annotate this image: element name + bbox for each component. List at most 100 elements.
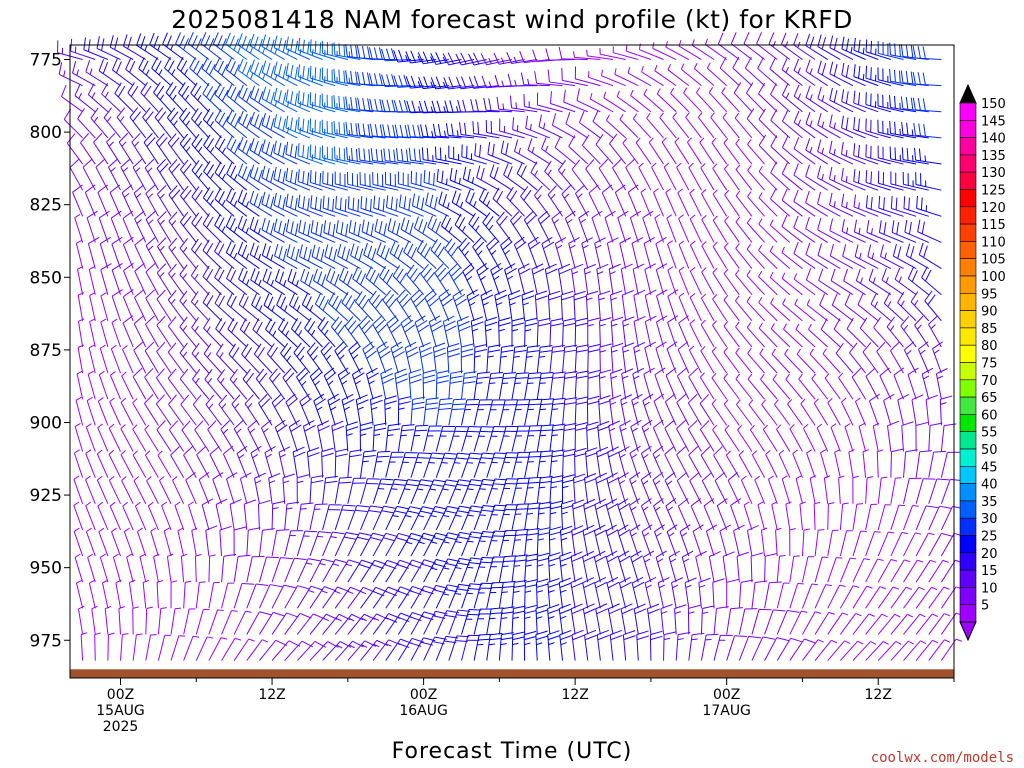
wind-barb-staff xyxy=(261,177,285,191)
wind-barb-feather xyxy=(420,510,433,515)
wind-barb-feather xyxy=(254,114,260,127)
wind-barb-staff xyxy=(145,634,151,661)
wind-barb-feather xyxy=(218,138,226,150)
wind-barb-staff xyxy=(865,77,892,87)
wind-barb-feather xyxy=(376,639,389,647)
wind-barb-feather xyxy=(365,266,372,279)
wind-barb-half-feather xyxy=(220,637,228,640)
wind-barb-half-feather xyxy=(712,320,717,326)
wind-barb-half-feather xyxy=(735,347,740,354)
wind-barb-staff xyxy=(629,479,639,504)
wind-barb-feather xyxy=(780,32,787,45)
wind-barb-half-feather xyxy=(920,349,926,355)
wind-barb-half-feather xyxy=(800,398,806,405)
wind-barb-staff xyxy=(360,613,377,635)
wind-barb-feather xyxy=(231,394,241,405)
wind-barb-feather xyxy=(476,376,490,379)
wind-barb-feather xyxy=(563,89,566,103)
wind-barb-feather xyxy=(214,214,221,226)
wind-barb-feather xyxy=(201,498,214,506)
wind-barb-feather xyxy=(573,473,586,479)
wind-barb-feather xyxy=(306,120,310,133)
wind-barb-staff xyxy=(359,451,365,478)
wind-barb-feather xyxy=(371,248,377,261)
wind-barb-feather xyxy=(793,189,799,202)
wind-barb-staff xyxy=(549,81,576,87)
wind-barb-feather xyxy=(457,510,470,514)
colorbar-label: 55 xyxy=(981,426,998,441)
wind-barb-feather xyxy=(274,243,279,257)
wind-barb-staff xyxy=(778,453,791,478)
wind-barb-half-feather xyxy=(194,299,199,306)
wind-barb-staff xyxy=(86,400,96,426)
wind-barb-staff xyxy=(158,480,172,505)
wind-barb-feather xyxy=(381,99,386,112)
wind-barb-staff xyxy=(640,505,652,531)
wind-barb-half-feather xyxy=(870,640,877,645)
wind-barb-staff xyxy=(384,59,411,62)
wind-barb-staff xyxy=(156,351,172,374)
wind-barb-feather xyxy=(522,295,535,301)
wind-barb-half-feather xyxy=(108,449,115,455)
wind-barb-half-feather xyxy=(572,51,575,58)
wind-barb-feather xyxy=(258,91,264,104)
wind-barb-feather xyxy=(817,191,822,205)
wind-barb-feather xyxy=(576,396,589,400)
wind-barb-feather xyxy=(309,39,312,52)
wind-barb-staff xyxy=(511,107,538,113)
wind-barb-staff xyxy=(685,116,702,139)
wind-barb-feather xyxy=(448,263,458,273)
wind-barb-feather xyxy=(278,63,282,77)
wind-barb-feather xyxy=(386,74,391,87)
wind-barb-feather xyxy=(425,402,439,406)
x-tick-label: 12Z xyxy=(258,687,285,703)
wind-barb-feather xyxy=(408,147,412,161)
wind-barb-feather xyxy=(873,317,882,328)
wind-barb-half-feather xyxy=(391,488,398,490)
wind-barb-feather xyxy=(642,210,654,219)
wind-barb-half-feather xyxy=(611,349,618,353)
wind-barb-staff xyxy=(458,247,475,269)
wind-barb-staff xyxy=(476,270,488,295)
wind-barb-staff xyxy=(214,277,235,296)
wind-barb-feather xyxy=(756,32,763,44)
wind-barb-feather xyxy=(251,293,258,306)
wind-barb-half-feather xyxy=(696,87,701,93)
wind-barb-feather xyxy=(306,146,310,159)
wind-barb-feather xyxy=(781,188,788,201)
wind-barb-staff xyxy=(676,454,690,478)
wind-barb-staff xyxy=(423,559,437,583)
wind-barb-half-feather xyxy=(531,146,535,153)
wind-barb-feather xyxy=(209,63,216,76)
wind-barb-half-feather xyxy=(901,531,908,535)
wind-barb-feather xyxy=(393,75,399,88)
wind-barb-staff xyxy=(915,532,929,557)
wind-barb-feather xyxy=(405,149,409,162)
wind-barb-half-feather xyxy=(833,148,836,156)
wind-barb-feather xyxy=(620,581,632,589)
wind-barb-staff xyxy=(619,243,627,269)
wind-barb-staff xyxy=(686,141,702,165)
wind-barb-staff xyxy=(921,277,942,296)
wind-barb-staff xyxy=(109,401,121,426)
x-tick-label: 00Z xyxy=(713,687,740,703)
wind-barb-staff xyxy=(202,197,222,217)
wind-barb-feather xyxy=(676,393,687,403)
wind-barb-staff xyxy=(74,557,84,583)
wind-barb-staff xyxy=(486,399,494,426)
wind-barb-feather xyxy=(782,109,789,122)
wind-barb-feather xyxy=(307,94,310,107)
wind-barb-staff xyxy=(781,226,803,243)
wind-barb-staff xyxy=(400,228,424,243)
wind-barb-staff xyxy=(195,609,204,635)
wind-barb-staff xyxy=(642,217,652,243)
wind-barb-feather xyxy=(833,318,841,330)
wind-barb-staff xyxy=(915,184,942,191)
wind-barb-feather xyxy=(560,556,573,562)
wind-barb-staff xyxy=(769,68,791,87)
wind-barb-staff xyxy=(784,353,803,374)
wind-barb-staff xyxy=(928,452,935,478)
wind-barb-feather xyxy=(254,88,260,101)
wind-barb-half-feather xyxy=(488,81,492,88)
wind-barb-feather xyxy=(481,483,494,486)
